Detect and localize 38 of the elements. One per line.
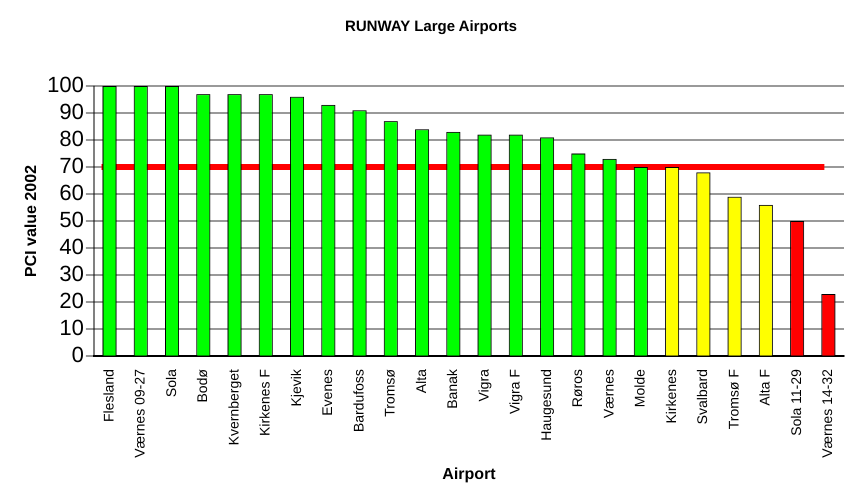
x-tick-label: Bodø	[194, 368, 210, 403]
x-tick-label: Sola	[162, 368, 179, 398]
x-tick-label: Banak	[444, 368, 460, 409]
x-tick-label: Bardufoss	[350, 369, 366, 432]
x-tick-label: Røros	[569, 369, 586, 408]
x-tick-label: Kirkenes	[662, 369, 679, 424]
x-axis-title: Airport	[442, 466, 496, 483]
y-axis-title: PCI value 2002	[23, 164, 40, 278]
chart-title: RUNWAY Large Airports	[345, 18, 517, 36]
x-tick-label: Kirkenes F	[256, 369, 273, 436]
y-tick-label: 80	[59, 126, 84, 152]
x-tick-label: Molde	[632, 368, 648, 408]
y-tick-label: 10	[59, 315, 84, 340]
x-tick-label: Alta F	[756, 369, 773, 406]
x-tick-label: Evenes	[319, 369, 336, 416]
y-tick-label: 40	[59, 234, 84, 260]
x-tick-label: Svalbard	[694, 369, 710, 424]
x-tick-label: Haugesund	[538, 369, 554, 441]
x-tick-label: Sola 11-29	[788, 368, 804, 436]
x-tick-label: Værnes 09-27	[132, 368, 148, 458]
x-tick-label: Tromsø	[382, 368, 398, 417]
y-tick-label: 70	[59, 153, 84, 178]
y-tick-label: 60	[59, 180, 84, 206]
y-tick-label: 50	[59, 207, 84, 232]
x-tick-label: Tromsø F	[725, 369, 742, 430]
y-tick-label: 90	[59, 99, 84, 124]
x-tick-label: Vigra F	[506, 369, 523, 414]
x-tick-label: Vigra	[475, 368, 492, 402]
y-tick-label: 30	[59, 261, 84, 286]
x-tick-label: Kvernberget	[225, 368, 242, 446]
y-tick-label: 20	[59, 288, 84, 314]
x-tick-label: Værnes	[600, 369, 616, 418]
x-tick-label: Værnes 14-32	[819, 368, 836, 458]
y-tick-label: 0	[72, 342, 84, 368]
x-tick-label: Flesland	[100, 369, 116, 422]
y-tick-label: 100	[47, 72, 84, 98]
x-tick-label: Alta	[412, 368, 429, 394]
x-tick-label: Kjevik	[288, 368, 304, 406]
